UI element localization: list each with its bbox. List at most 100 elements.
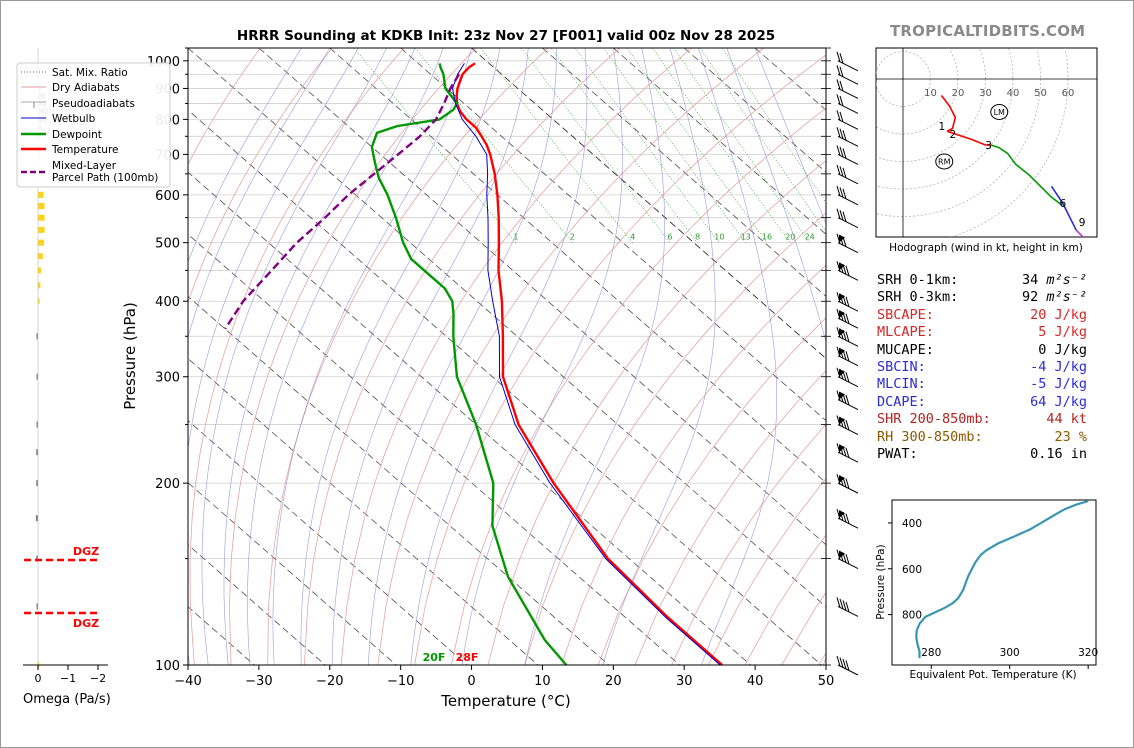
barb-feather — [836, 185, 841, 196]
barb-staff — [837, 194, 859, 206]
barb-feather — [839, 510, 844, 521]
barb-feather — [842, 512, 847, 523]
barb-staff — [837, 517, 859, 529]
series-temperature — [455, 62, 723, 665]
barb-feather — [836, 261, 841, 272]
wind-barb — [836, 261, 859, 281]
moist-adiabat — [247, 48, 444, 665]
moist-adiabat — [410, 48, 588, 665]
dry-adiabat — [228, 48, 477, 665]
barb-feather — [836, 473, 841, 485]
moist-adiabat — [223, 48, 416, 665]
dry-adiabat — [414, 54, 826, 665]
barb-staff — [837, 300, 859, 312]
isotherm-line — [188, 295, 610, 665]
param-mucape-label: MUCAPE: — [877, 341, 934, 358]
theta-e-y-tick-label: 600 — [902, 564, 922, 576]
param-srh03-number: 92 — [1021, 289, 1039, 306]
x-tick-label: −10 — [387, 674, 414, 689]
mixing-ratio-line — [721, 48, 826, 204]
barb-feather — [836, 51, 841, 62]
omega-bar — [38, 191, 44, 198]
barb-feather — [839, 657, 844, 668]
barb-feather — [836, 145, 841, 156]
wind-barb — [836, 443, 859, 463]
barb-feather — [842, 312, 847, 323]
barb-feather — [845, 447, 850, 458]
parameter-table: SRH 0-1km: 34 m²s⁻² SRH 0-3km: 92 m²s⁻² … — [877, 272, 1097, 463]
barb-feather — [845, 331, 850, 342]
hodo-height-label: 3 — [985, 140, 992, 152]
barb-feather — [836, 233, 841, 244]
omega-bar — [36, 421, 38, 428]
barb-feather — [836, 94, 841, 105]
omega-bar — [36, 373, 38, 380]
isotherm-line — [329, 48, 826, 484]
series-dewpoint — [370, 63, 568, 665]
hodo-trace — [1050, 185, 1078, 231]
barb-staff — [837, 424, 859, 436]
moist-adiabat — [754, 48, 826, 225]
barb-staff — [837, 73, 859, 85]
param-sbcape-value: 20 J/kg — [1030, 306, 1087, 323]
mixing-ratio-line — [673, 48, 810, 243]
isotherm-line — [188, 48, 826, 608]
barb-staff — [837, 376, 859, 388]
x-tick-label: 0 — [467, 674, 475, 689]
param-mucape: MUCAPE: 0 J/kg — [877, 342, 1097, 359]
barb-feather — [836, 367, 841, 378]
moist-adiabat — [201, 48, 387, 665]
y-tick-label: 300 — [155, 371, 180, 386]
barb-feather — [839, 598, 844, 610]
barb-feather — [836, 655, 841, 667]
moist-adiabat — [698, 48, 777, 665]
x-tick-label: 20 — [605, 674, 622, 689]
barb-staff — [837, 60, 859, 72]
x-tick-label: 40 — [747, 674, 764, 689]
wind-barb — [836, 185, 859, 206]
param-mlcape-value: 5 J/kg — [1038, 324, 1087, 341]
moist-adiabat — [188, 48, 302, 264]
barb-staff — [837, 269, 859, 281]
isotherm-line — [683, 48, 826, 173]
param-srh03-value: 92 m²s⁻² — [1022, 289, 1087, 306]
y-tick-label: 500 — [155, 237, 180, 252]
omega-bar — [36, 480, 38, 487]
barb-feather — [836, 110, 841, 121]
mixing-ratio-label: 6 — [668, 233, 673, 242]
x-axis-label: Temperature (°C) — [440, 692, 570, 710]
param-srh01: SRH 0-1km: 34 m²s⁻² — [877, 272, 1097, 289]
wind-barb — [836, 367, 859, 388]
dry-adiabat — [340, 48, 692, 665]
mixing-ratio-line — [652, 48, 791, 243]
barb-feather — [839, 348, 844, 359]
param-dcape-value: 64 J/kg — [1030, 393, 1087, 410]
hodo-ring-label: 60 — [1062, 88, 1075, 99]
hodo-lm-marker — [990, 104, 1009, 120]
mixing-ratio-label: 1 — [513, 233, 518, 242]
barb-feather — [839, 391, 844, 403]
omega-bar — [38, 298, 40, 305]
dry-adiabat — [597, 317, 826, 665]
barb-feather — [842, 446, 847, 457]
mixing-ratio-line — [626, 48, 768, 243]
series-mixed-layer-parcel-path-100mb- — [224, 73, 461, 330]
moist-adiabat — [726, 48, 826, 665]
barb-feather — [842, 188, 847, 199]
hodo-ring-label: 20 — [952, 88, 965, 99]
param-mlcin-label: MLCIN: — [877, 376, 926, 393]
hodo-rm-label: RM — [938, 158, 951, 167]
barb-feather — [839, 310, 844, 321]
barb-staff — [837, 451, 859, 463]
param-rh-label: RH 300-850mb: — [877, 428, 983, 445]
barb-feather — [842, 349, 847, 360]
barb-feather — [842, 295, 847, 306]
isotherm-line — [258, 48, 826, 546]
barb-feather — [836, 443, 841, 454]
theta-e-y-tick-label: 800 — [902, 610, 922, 622]
surface-temperature-label: 28F — [456, 651, 479, 664]
barb-feather — [845, 419, 850, 431]
hodo-ring-label: 50 — [1034, 88, 1047, 99]
mixing-ratio-line — [414, 48, 573, 243]
hodo-trace — [1075, 229, 1085, 237]
